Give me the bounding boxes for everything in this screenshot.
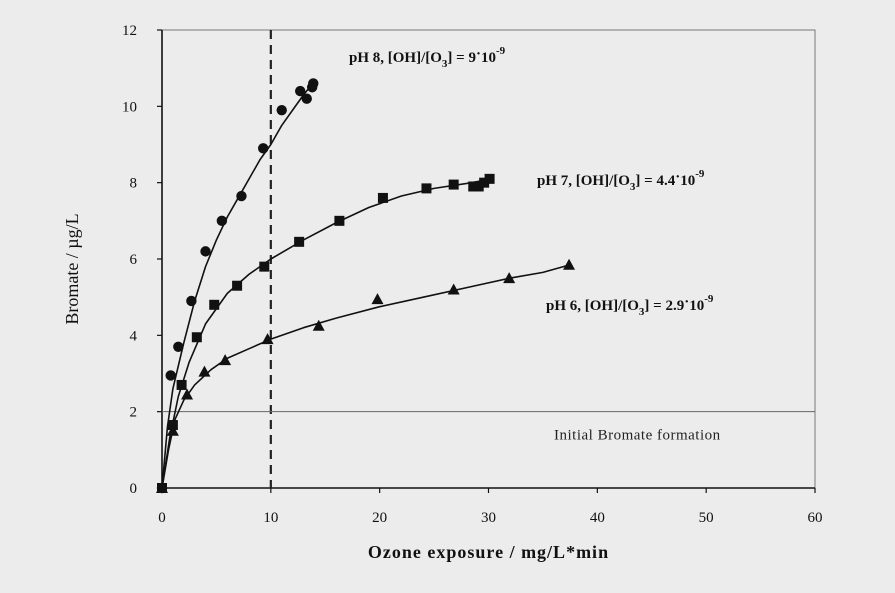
data-point-series-2 bbox=[484, 173, 495, 184]
y-tick-label: 6 bbox=[130, 252, 138, 268]
data-point-series-1 bbox=[236, 190, 247, 202]
data-point-series-3 bbox=[181, 388, 194, 400]
x-tick-label: 30 bbox=[481, 510, 496, 526]
data-point-series-2 bbox=[468, 181, 479, 192]
data-point-series-3 bbox=[563, 258, 576, 270]
data-point-series-2 bbox=[232, 280, 243, 291]
data-point-series-3 bbox=[198, 365, 211, 377]
initial-bromate-label: Initial Bromate formation bbox=[554, 428, 721, 444]
series-label-2: pH 7, [OH]/[O3] = 4.4·10-9 bbox=[537, 168, 705, 193]
data-point-series-2 bbox=[191, 332, 202, 343]
data-point-series-1 bbox=[165, 370, 176, 381]
fit-curve-series-1 bbox=[161, 81, 315, 489]
data-point-series-3 bbox=[219, 354, 232, 366]
fit-curve-series-2 bbox=[161, 178, 489, 489]
data-point-series-1 bbox=[308, 78, 319, 89]
data-point-series-1 bbox=[173, 341, 184, 352]
data-point-series-2 bbox=[479, 177, 490, 188]
plot-frame bbox=[161, 29, 816, 489]
x-tick-label: 40 bbox=[590, 510, 605, 526]
data-points bbox=[156, 78, 576, 494]
data-point-series-2 bbox=[377, 192, 388, 203]
data-point-series-1 bbox=[186, 295, 197, 307]
data-point-series-3 bbox=[312, 319, 325, 331]
data-point-series-3 bbox=[166, 424, 179, 436]
x-tick-label: 0 bbox=[158, 510, 166, 526]
y-tick-label: 12 bbox=[122, 23, 137, 39]
data-point-series-2 bbox=[176, 379, 187, 390]
series-labels: pH 8, [OH]/[O3] = 9·10-9 pH 7, [OH]/[O3] … bbox=[349, 45, 714, 318]
data-point-series-1 bbox=[295, 85, 306, 97]
data-point-series-2 bbox=[448, 179, 459, 190]
data-point-series-2 bbox=[334, 215, 345, 226]
reference-lines bbox=[162, 30, 815, 488]
data-point-series-1 bbox=[216, 215, 228, 227]
series-label-1: pH 8, [OH]/[O3] = 9·10-9 bbox=[349, 45, 506, 70]
data-point-series-1 bbox=[258, 143, 269, 154]
axis-ticks: 0 10 20 30 40 50 60 0 2 4 6 8 10 12 bbox=[122, 23, 823, 526]
data-point-series-1 bbox=[301, 93, 312, 104]
series-label-3: pH 6, [OH]/[O3] = 2.9·10-9 bbox=[546, 293, 714, 318]
data-point-series-2 bbox=[294, 236, 305, 247]
data-point-series-1 bbox=[200, 246, 211, 257]
x-tick-label: 60 bbox=[808, 510, 823, 526]
y-tick-label: 2 bbox=[130, 405, 138, 421]
data-point-series-2 bbox=[209, 299, 220, 310]
y-tick-label: 10 bbox=[122, 99, 137, 115]
x-tick-label: 20 bbox=[372, 510, 387, 526]
data-point-series-1 bbox=[276, 104, 287, 116]
data-point-series-3 bbox=[371, 293, 384, 305]
x-tick-label: 50 bbox=[699, 510, 714, 526]
fit-curves bbox=[161, 81, 571, 489]
data-point-series-2 bbox=[421, 183, 432, 194]
y-tick-label: 4 bbox=[130, 328, 138, 344]
x-axis-title: Ozone exposure / mg/L*min bbox=[368, 542, 609, 562]
data-point-series-3 bbox=[261, 333, 274, 345]
x-tick-label: 10 bbox=[263, 510, 278, 526]
y-axis-title: Bromate / µg/L bbox=[62, 213, 82, 324]
plot-area-border bbox=[161, 29, 816, 489]
y-tick-label: 0 bbox=[130, 481, 138, 497]
data-point-series-3 bbox=[503, 272, 516, 284]
y-tick-label: 8 bbox=[130, 176, 138, 192]
data-point-series-3 bbox=[447, 283, 460, 295]
data-point-series-2 bbox=[259, 261, 270, 272]
data-point-series-2 bbox=[473, 181, 484, 192]
